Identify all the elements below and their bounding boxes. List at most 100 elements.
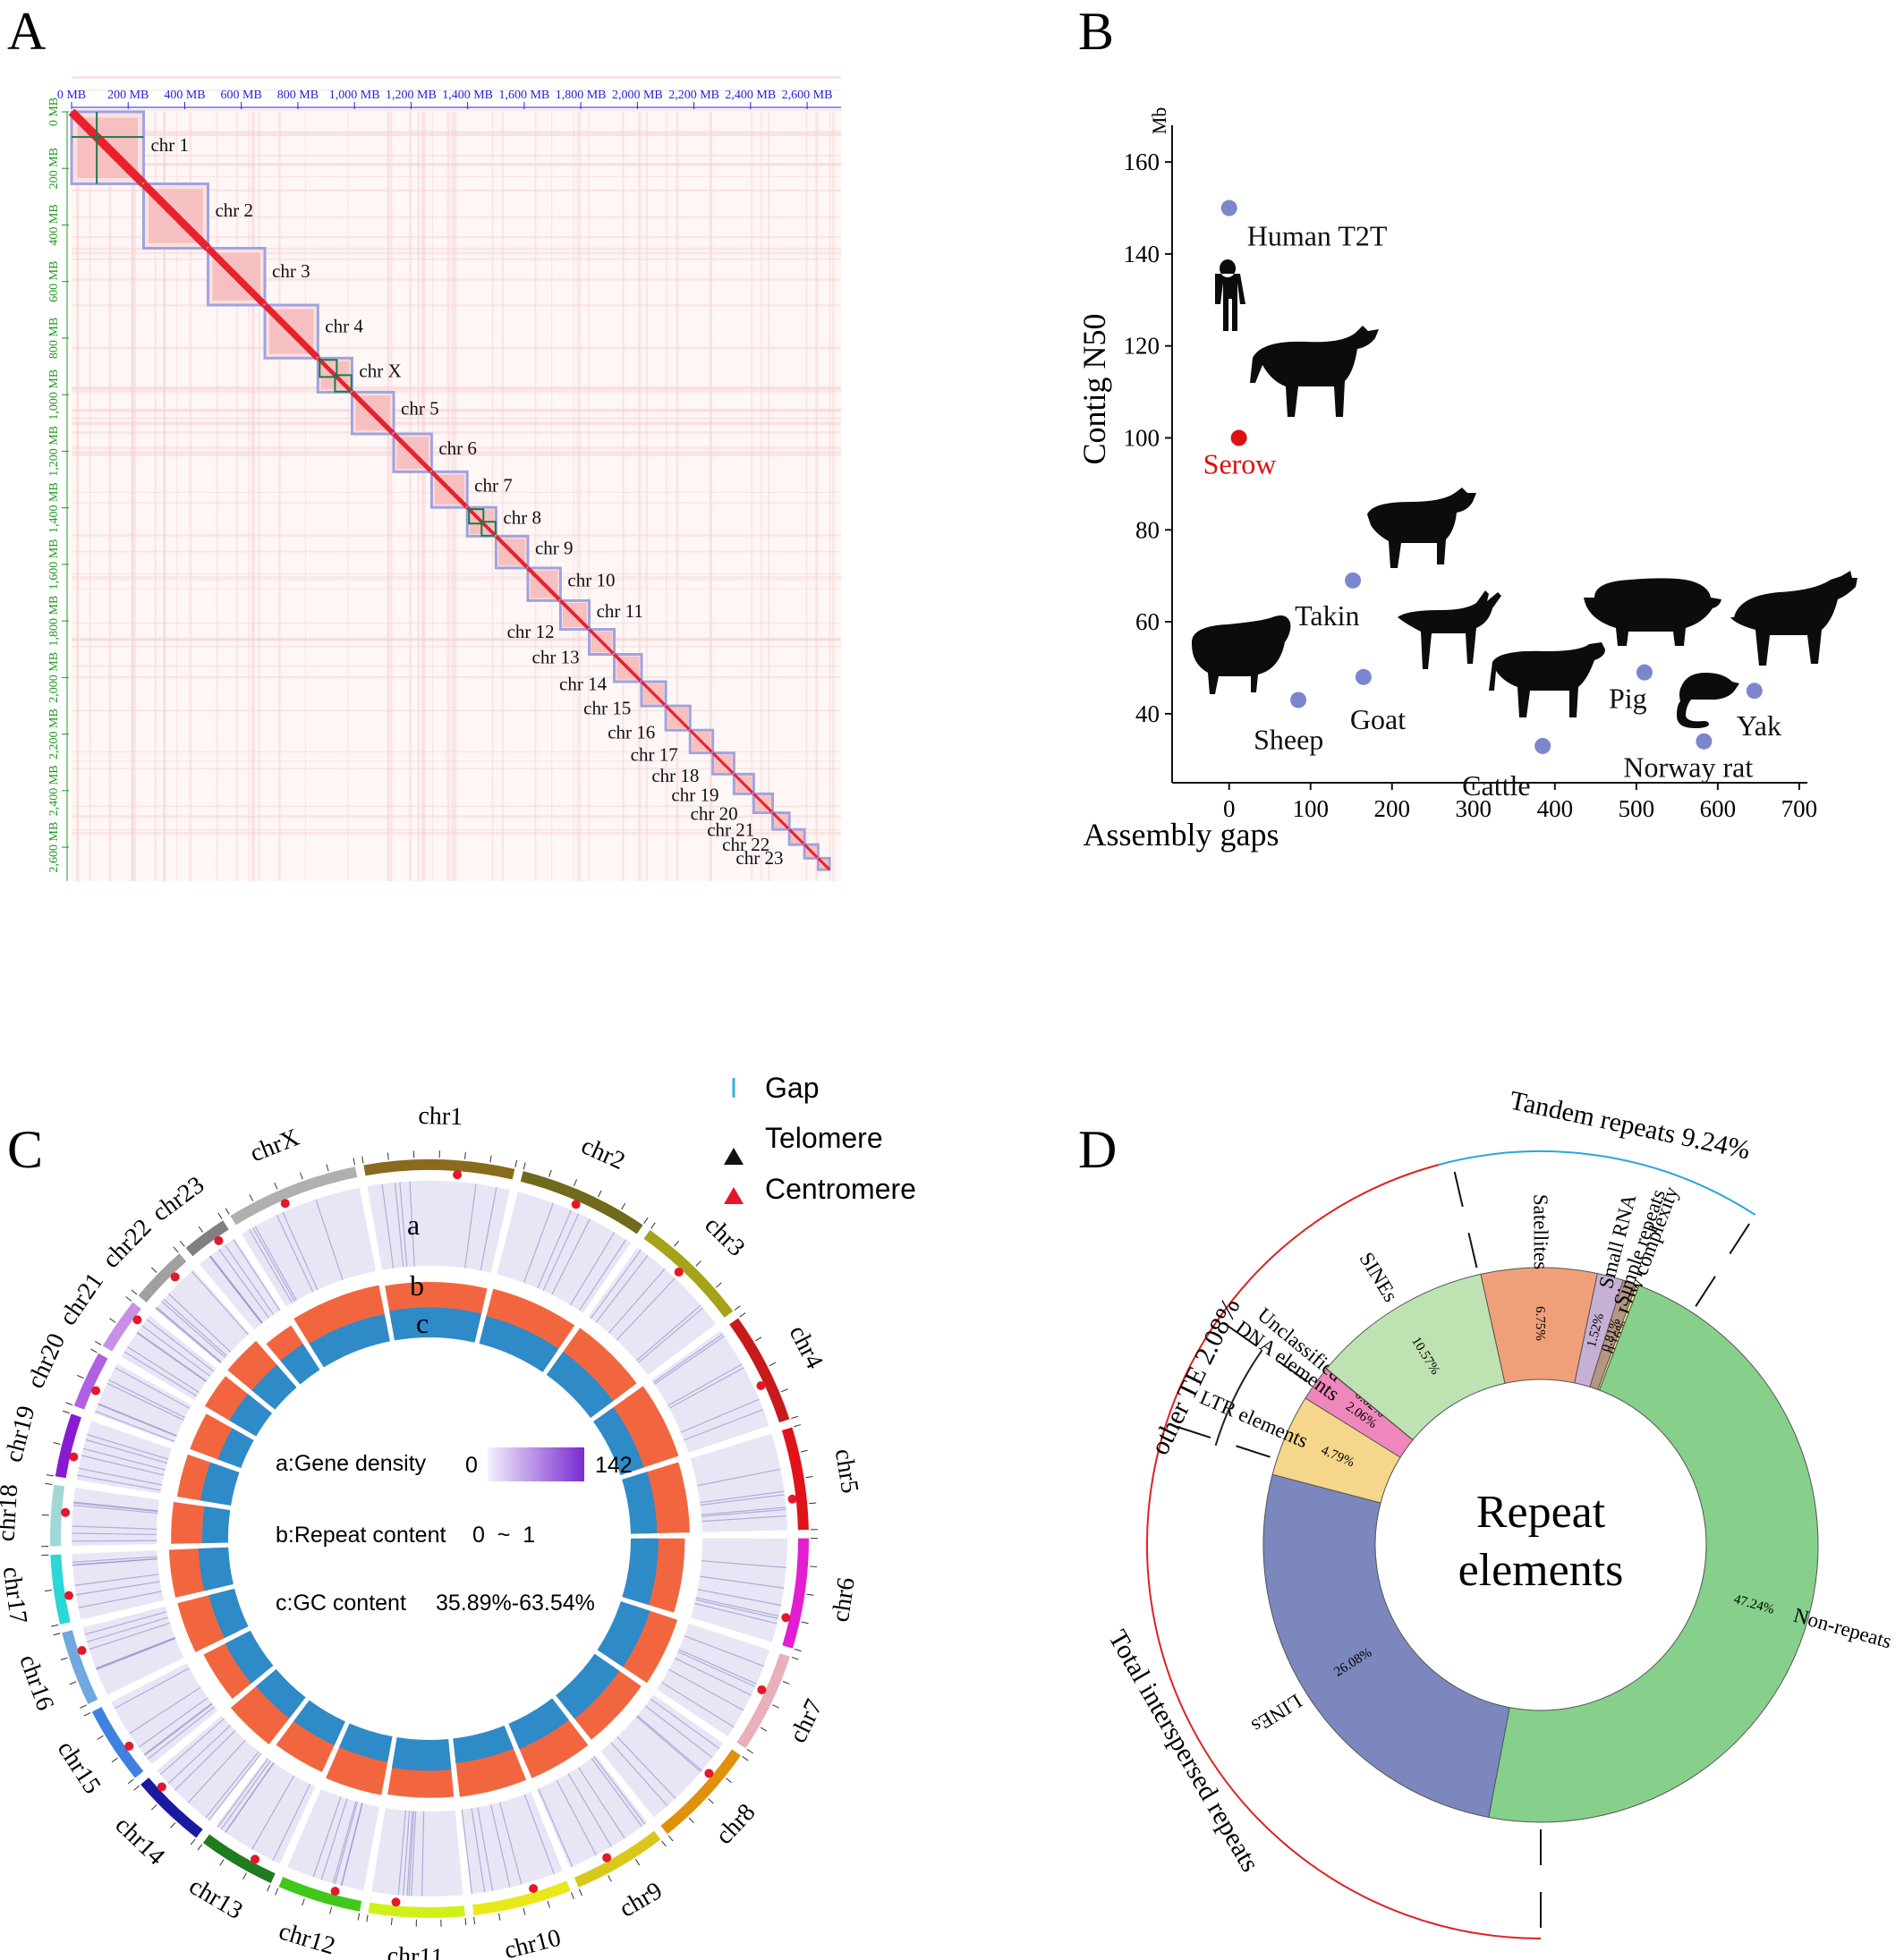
block-diagonal: [429, 470, 469, 509]
interspersed-repeats-arc: [1146, 1164, 1542, 1939]
gene-density-line: [668, 1367, 744, 1409]
chromosome-label: chr 17: [631, 743, 678, 765]
scatter-axes: 0 100 200 300 400 500 600 700 40 60 80 100 120 140 160: [1124, 125, 1817, 822]
gene-density-band: [111, 1663, 218, 1765]
gene-density-line: [209, 1255, 263, 1324]
ideogram-tick: [366, 1914, 369, 1922]
ideogram-tick: [387, 1152, 389, 1160]
chromosome-label: chr 15: [583, 698, 631, 719]
gene-density-line: [616, 1277, 676, 1341]
centromere-marker: [214, 1235, 224, 1245]
gene-density-line: [461, 1809, 473, 1895]
chromosome-label: chr 11: [597, 600, 643, 622]
block-diagonal: [689, 729, 714, 754]
gene-density-line: [577, 1767, 625, 1839]
gene-density-line: [644, 1705, 713, 1759]
gene-density-band: [461, 1792, 563, 1895]
ideogram-tick: [60, 1657, 68, 1661]
gene-density-line: [340, 1803, 363, 1886]
y-axis-title: Contig N50: [1076, 313, 1112, 464]
chromosome-label-chr12: chr12: [276, 1917, 338, 1960]
gc-content-band: [251, 1364, 297, 1410]
chromosome-label-chr21: chr21: [54, 1268, 109, 1330]
chromosome-label: chr 1: [150, 134, 189, 156]
gc-content-band: [508, 1698, 569, 1750]
gene-density-line: [225, 1762, 275, 1833]
telomere-legend-icon: [724, 1148, 744, 1165]
left-tick-label: 800 MB: [47, 318, 61, 359]
gene-density-line: [677, 1650, 756, 1688]
gene-density-line: [684, 1635, 764, 1667]
gene-density-line: [254, 1226, 297, 1301]
block-diagonal: [350, 390, 395, 436]
point-label: Serow: [1203, 448, 1277, 480]
top-tick-label: 1,200 MB: [386, 89, 437, 102]
gene-density-line: [81, 1455, 165, 1476]
gene-density-line: [136, 1332, 207, 1383]
top-tick-label: 1,000 MB: [329, 89, 380, 102]
chromosome-label: chr 4: [325, 316, 363, 337]
ideogram-tick: [242, 1872, 247, 1879]
ideogram-tick: [643, 1217, 649, 1225]
gene-density-line: [397, 1810, 407, 1896]
gene-density-line: [701, 1506, 786, 1515]
group-separator: [1166, 1422, 1271, 1458]
gene-density-line: [72, 1532, 157, 1536]
group-separator: [1217, 1318, 1309, 1383]
chromosome-label: chr 12: [507, 621, 555, 642]
gene-density-line: [697, 1589, 782, 1607]
goat-silhouette: [1398, 590, 1501, 669]
gene-density-band: [157, 1715, 262, 1821]
slice-label: LINEs: [1247, 1690, 1305, 1738]
block-diagonal: [664, 704, 692, 732]
gene-density-line: [489, 1804, 511, 1888]
top-axis: 0 MB 200 MB 400 MB 600 MB 800 MB 1,000 MB 1,20…: [57, 89, 841, 109]
gene-density-line: [635, 1716, 701, 1773]
gene-density-line: [75, 1581, 160, 1596]
block-diagonal: [613, 653, 643, 683]
chromosome-label-chr22: chr22: [98, 1214, 157, 1274]
gene-density-line: [127, 1346, 200, 1393]
ideogram-tick: [173, 1246, 179, 1253]
chromosome-label: chr 10: [567, 569, 615, 590]
ideogram-tick: [274, 1182, 278, 1190]
ideogram-tick: [45, 1482, 53, 1485]
block-diagonal: [788, 828, 806, 846]
gene-density-scale: [488, 1447, 584, 1481]
ideogram-tick: [667, 1835, 674, 1842]
gene-density-line: [115, 1367, 191, 1409]
left-axis: 0 MB 200 MB 400 MB 600 MB 800 MB 1,000 MB 1,20…: [47, 98, 69, 881]
gc-content-band: [200, 1462, 240, 1506]
block-diagonal: [526, 566, 562, 602]
slice-non-repeats: [1488, 1285, 1819, 1823]
gene-density-line: [538, 1788, 574, 1867]
centromere-marker: [529, 1884, 539, 1894]
scaffold-box: [334, 374, 353, 393]
centromere-marker: [787, 1494, 797, 1504]
ideogram-tick: [53, 1441, 61, 1445]
gene-density-line: [82, 1447, 166, 1471]
ideogram-tick: [578, 1888, 582, 1896]
gene-density-line: [167, 1293, 232, 1353]
gene-density-min: 0: [465, 1453, 478, 1478]
gene-density-band: [690, 1433, 787, 1532]
gene-density-line: [332, 1801, 357, 1884]
ideogram-chr19: [55, 1413, 81, 1479]
gene-density-band: [367, 1181, 510, 1273]
gene-density-line: [695, 1597, 779, 1617]
gene-density-line: [661, 1682, 735, 1728]
repeat-content-band: [482, 1288, 575, 1362]
chromosome-label: chr 16: [608, 721, 655, 742]
ideogram-tick: [661, 1840, 667, 1847]
chromosome-label: chr 20: [691, 802, 738, 824]
yak-silhouette: [1730, 571, 1857, 666]
block-diagonal: [640, 680, 667, 708]
gene-density-line: [668, 1668, 744, 1711]
donut-title-line2: elements: [1458, 1545, 1624, 1596]
gene-density-line: [542, 1213, 580, 1292]
gene-density-line: [523, 1794, 555, 1875]
centromere-legend-icon: [724, 1187, 744, 1204]
chromosome-label-chr13: chr13: [184, 1872, 248, 1925]
